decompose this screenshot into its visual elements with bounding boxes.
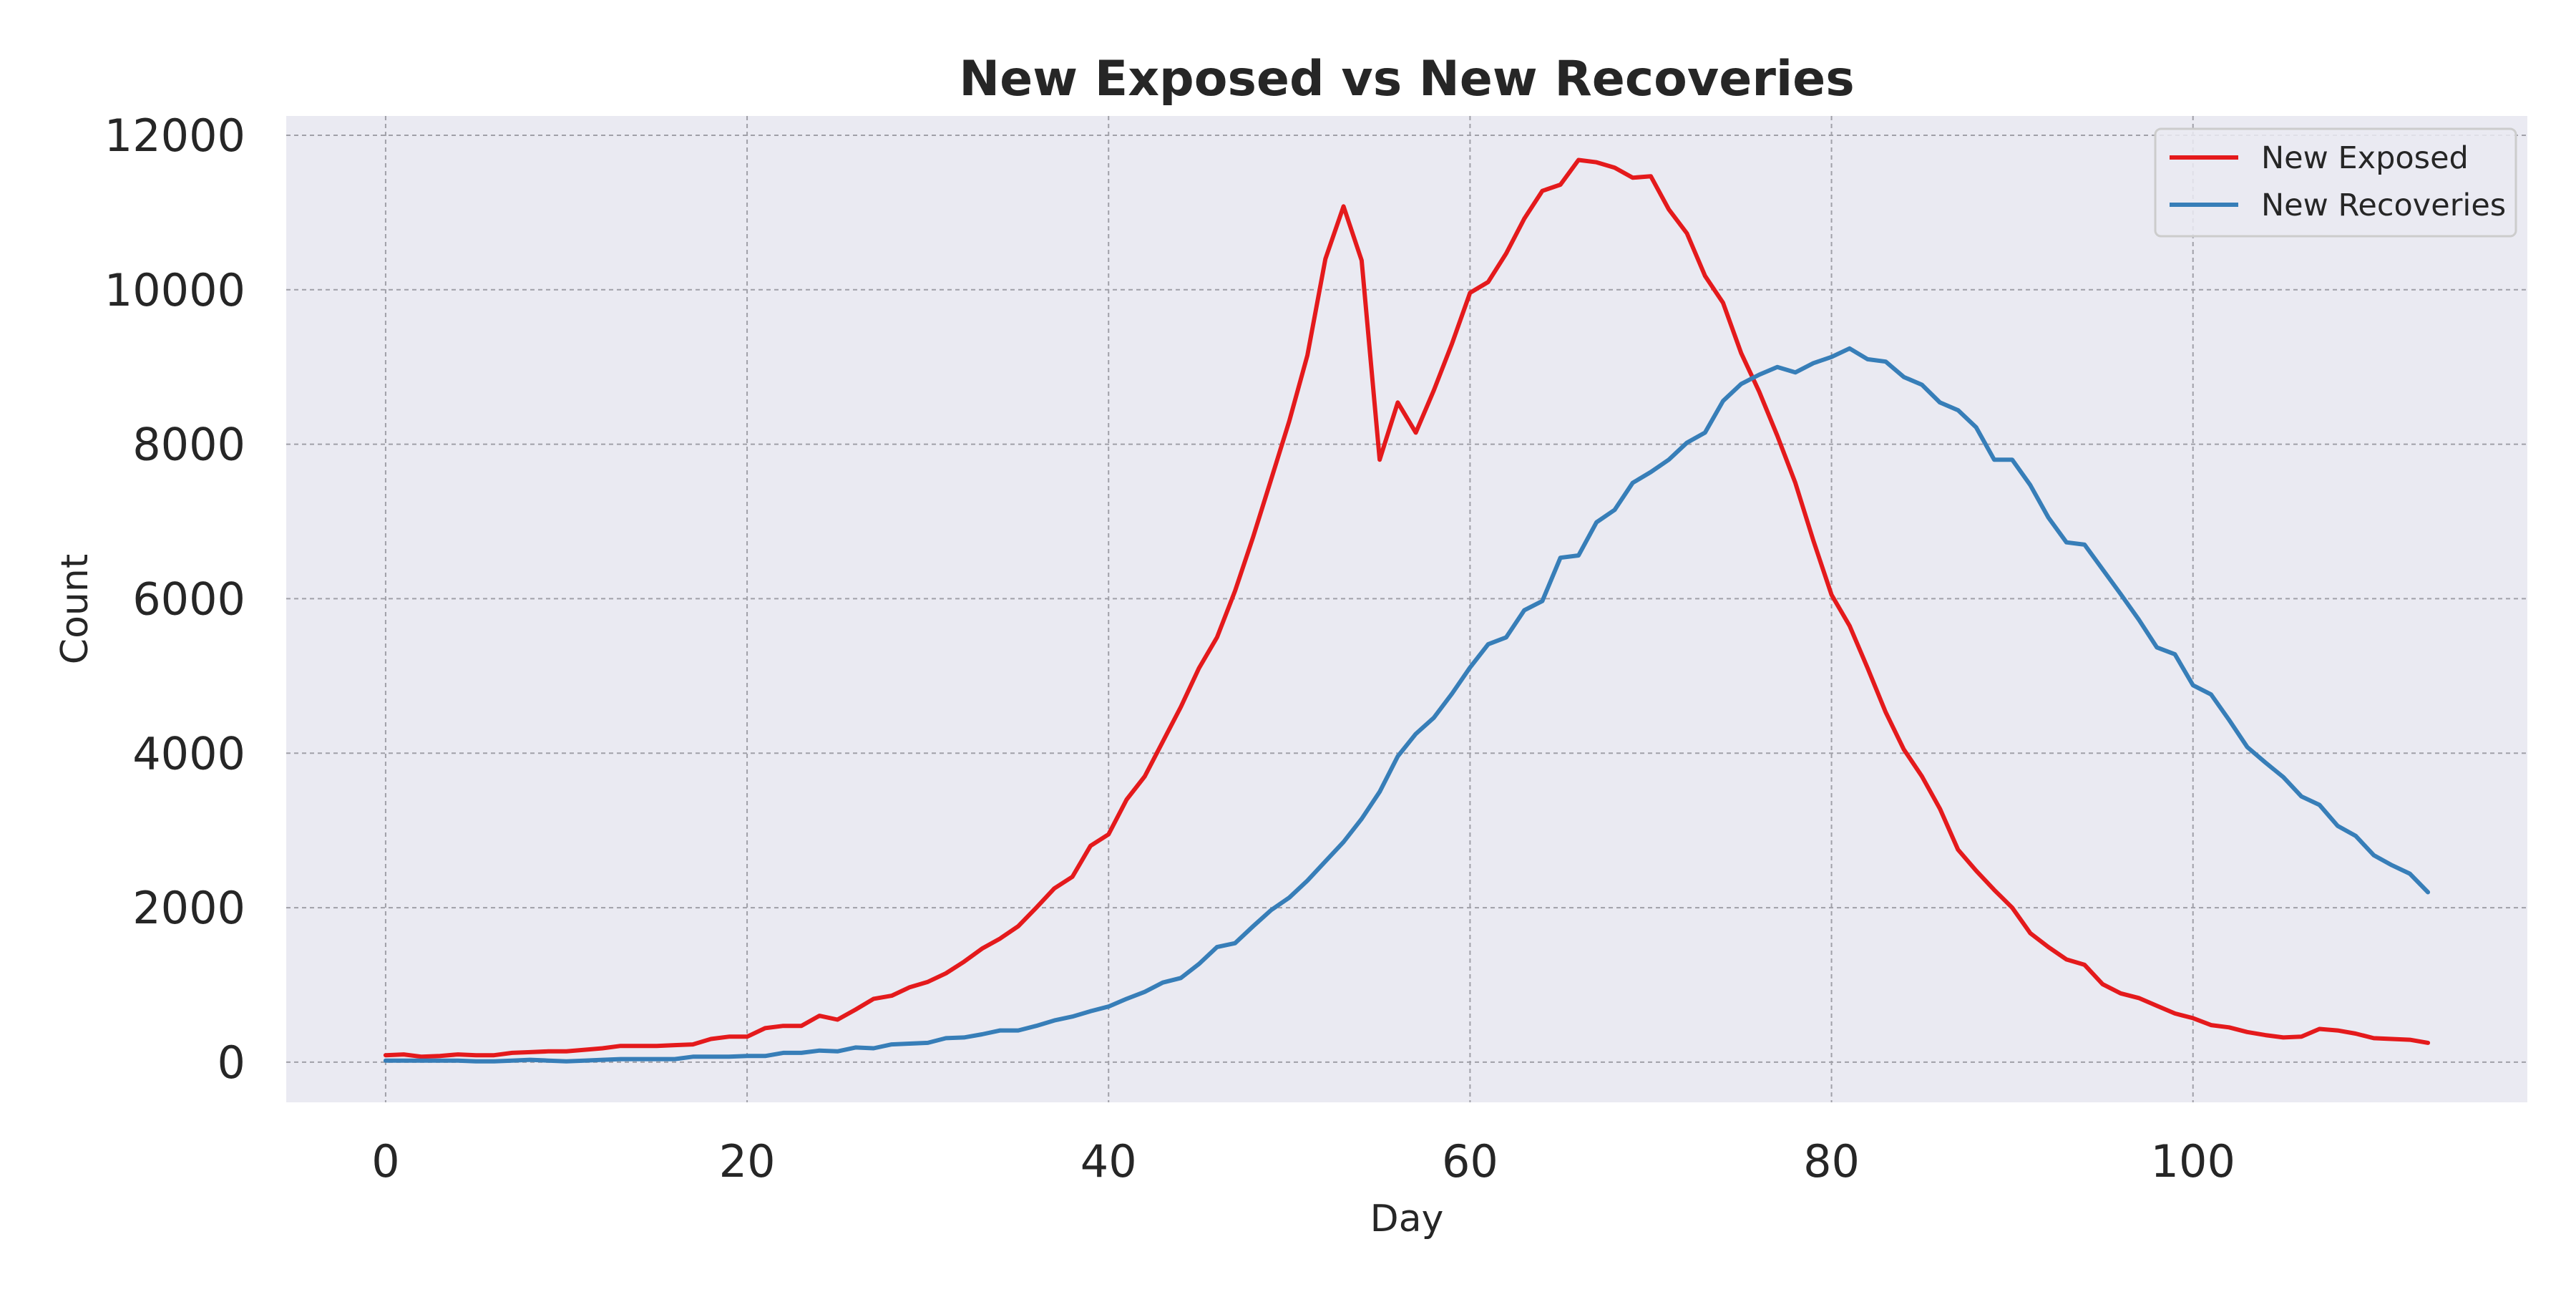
series-layer [383, 157, 2431, 1064]
x-tick-label: 80 [1803, 1135, 1860, 1187]
y-tick-label: 0 [218, 1036, 245, 1089]
x-tick-label: 100 [2151, 1135, 2235, 1187]
y-tick-label: 8000 [132, 419, 245, 471]
x-tick-label: 0 [371, 1135, 399, 1187]
x-tick-label: 40 [1080, 1135, 1137, 1187]
y-tick-label: 6000 [132, 573, 245, 625]
x-tick-label: 20 [719, 1135, 776, 1187]
y-tick-label: 10000 [104, 264, 245, 316]
legend: New Exposed New Recoveries [2154, 127, 2517, 238]
series-line-new-recoveries [383, 346, 2431, 1064]
legend-label-new-exposed: New Exposed [2261, 140, 2469, 176]
plot-area [286, 116, 2527, 1102]
legend-box [2154, 127, 2517, 238]
x-axis-label: Day [1370, 1198, 1444, 1240]
series-line-new-exposed [383, 157, 2431, 1059]
legend-label-new-recoveries: New Recoveries [2261, 188, 2506, 223]
x-tick-label: 60 [1442, 1135, 1498, 1187]
y-tick-label: 4000 [132, 727, 245, 779]
y-tick-label: 12000 [104, 110, 245, 162]
grid [286, 116, 2527, 1102]
chart-title: New Exposed vs New Recoveries [959, 51, 1855, 107]
y-tick-label: 2000 [132, 882, 245, 934]
y-axis-label: Count [54, 554, 97, 664]
tick-labels: 0 20 40 60 80 100 0 2000 4000 6000 8000 10000 12000 [104, 110, 2235, 1187]
